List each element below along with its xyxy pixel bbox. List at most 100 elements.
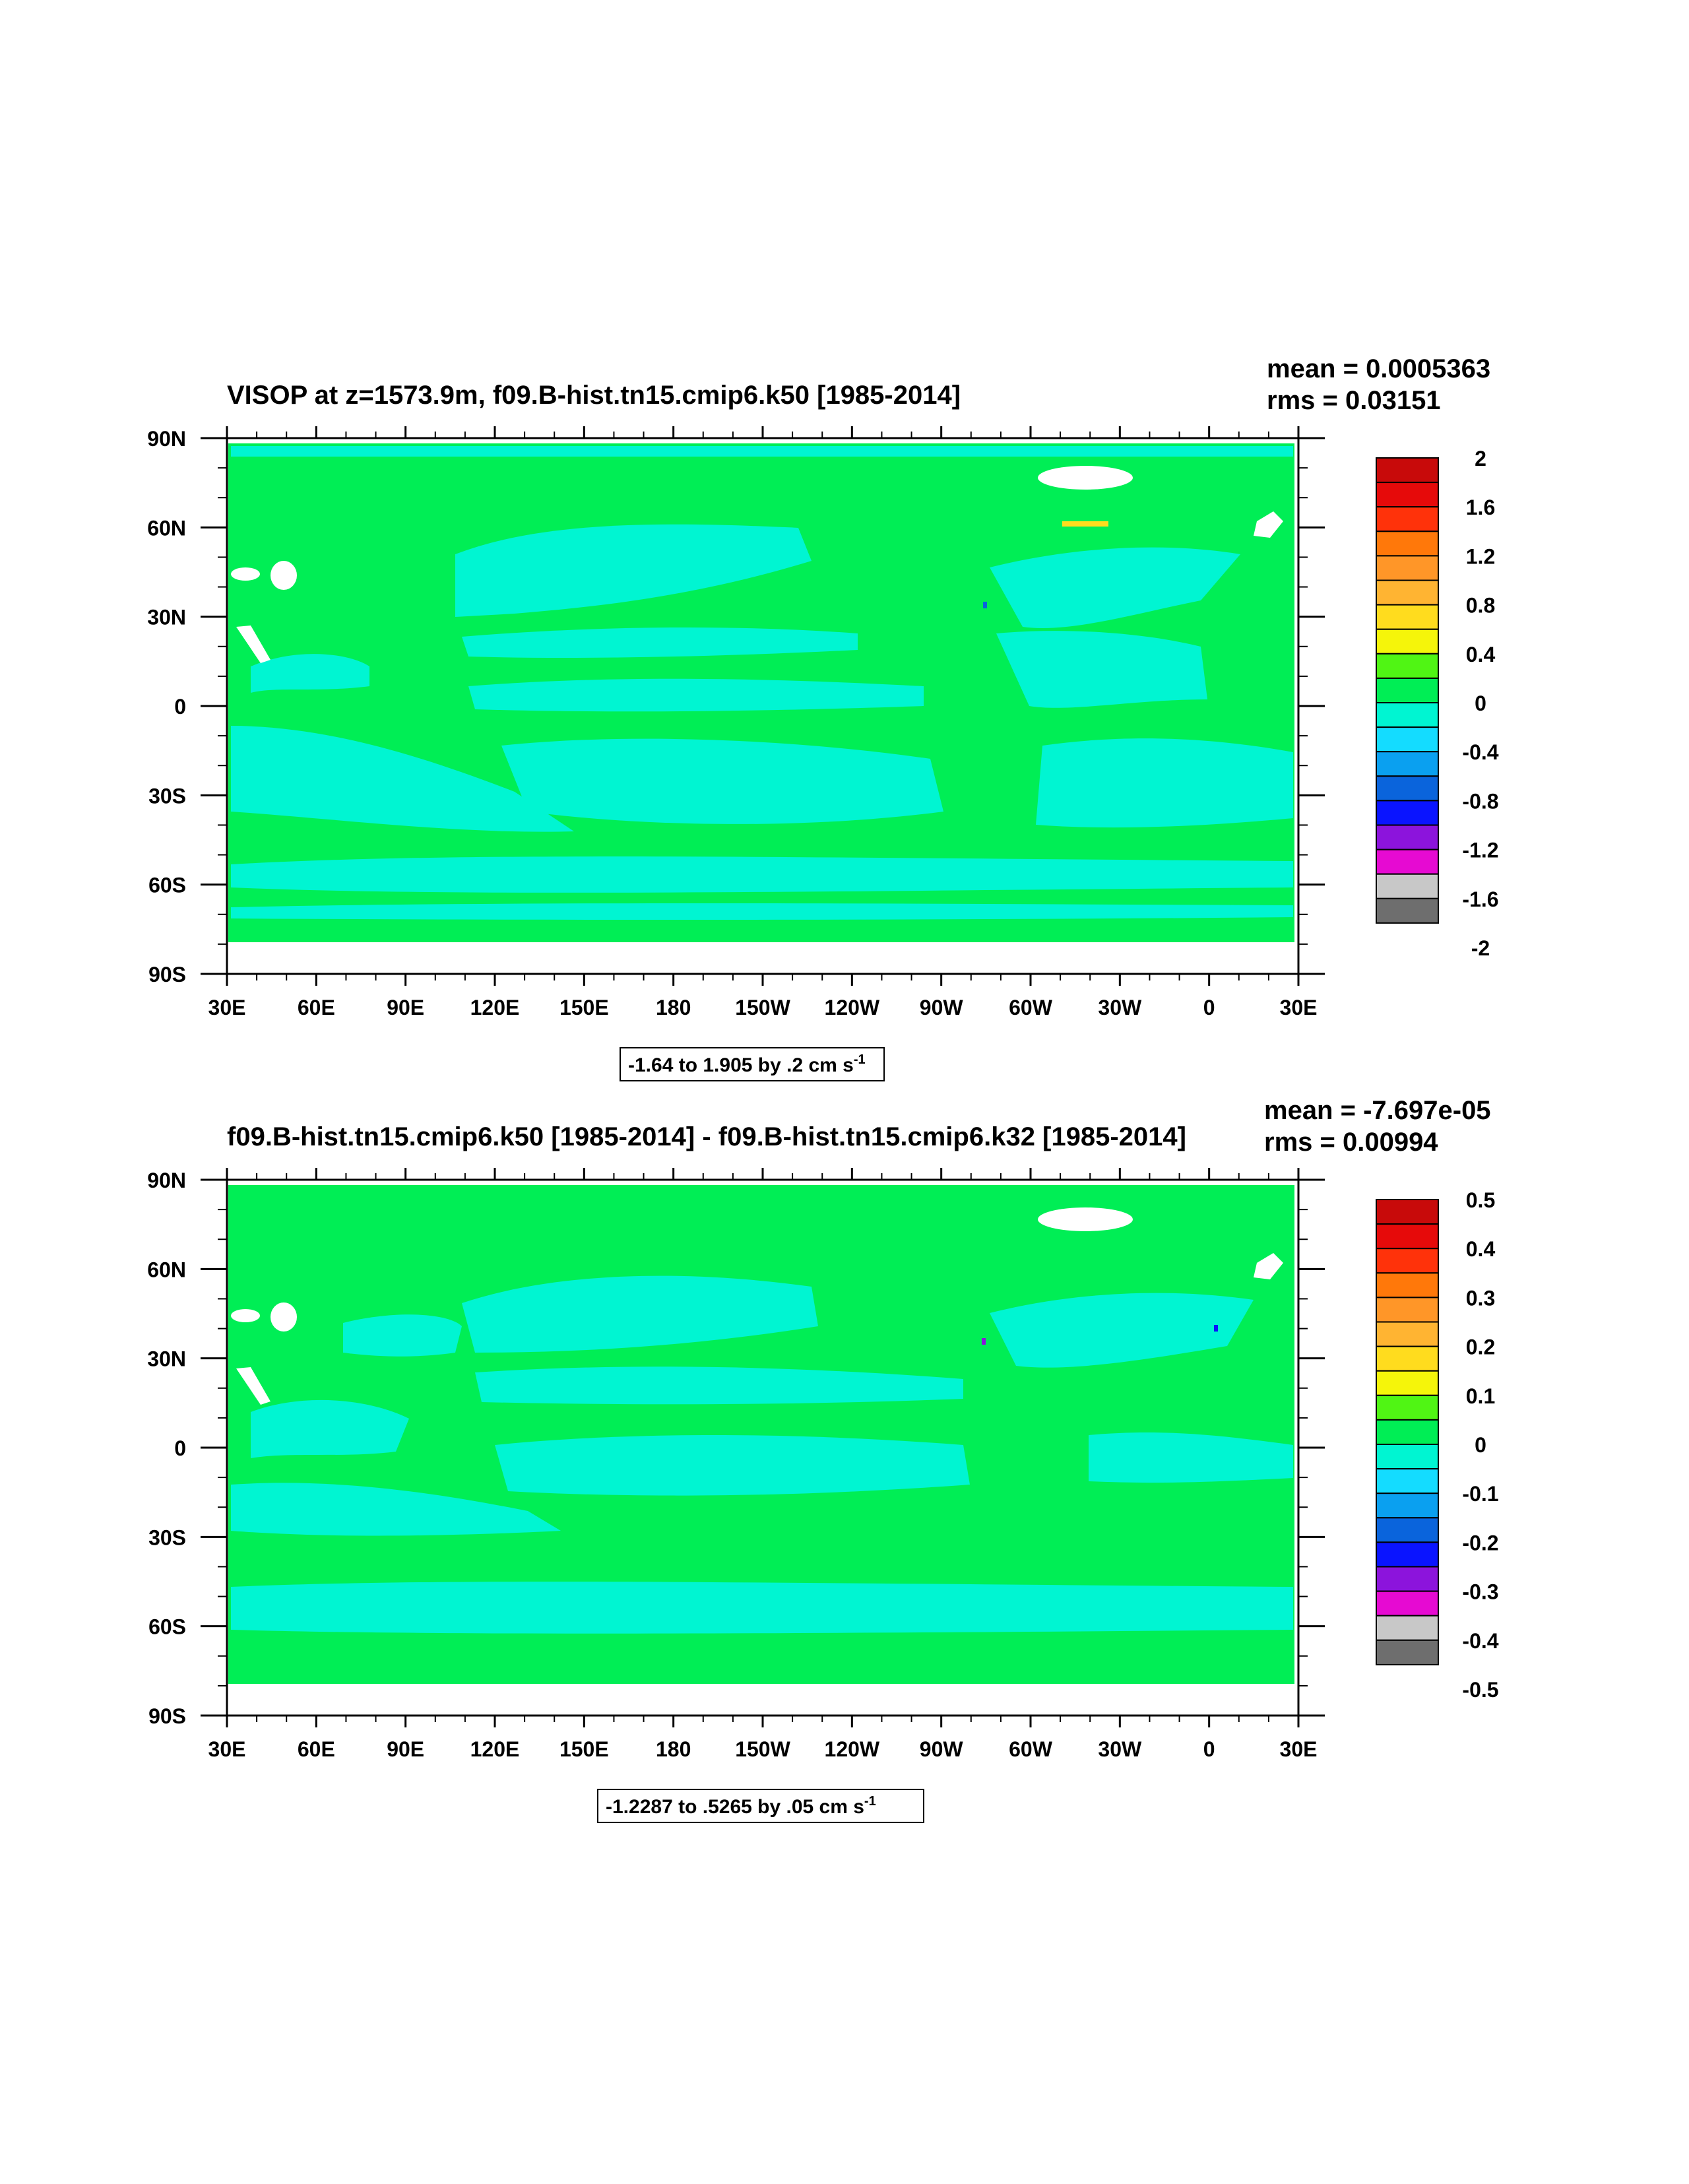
colorbar-swatch	[1376, 530, 1439, 557]
colorbar-label: 2	[1475, 447, 1486, 470]
x-tick-label: 30E	[1280, 996, 1318, 1019]
redsea-mask	[236, 1367, 271, 1405]
colorbar-label: -0.4	[1462, 1629, 1498, 1653]
x-tick-label: 120E	[470, 1737, 520, 1761]
colorbar-label: 0.3	[1466, 1286, 1495, 1310]
indian-eq	[251, 1399, 409, 1458]
southern-band	[231, 856, 1293, 893]
rms-stat: rms = 0.03151	[1267, 386, 1441, 415]
blacksea-mask	[231, 1309, 260, 1322]
indian-eq	[251, 654, 369, 693]
atl-eq	[996, 631, 1207, 708]
colorbar-swatch	[1376, 1590, 1439, 1617]
indian-south	[231, 726, 574, 832]
y-tick-label: 30N	[147, 606, 186, 629]
colorbar-swatch	[1376, 1639, 1439, 1665]
colorbar-swatch	[1376, 849, 1439, 875]
southern-band	[231, 1582, 1293, 1634]
npac-west	[343, 1314, 462, 1357]
colorbar-swatch	[1376, 1223, 1439, 1250]
colorbar-swatch	[1376, 1394, 1439, 1421]
colorbar-label: 0.8	[1466, 594, 1495, 618]
colorbar-label: -2	[1471, 936, 1490, 960]
natl-band	[990, 1293, 1254, 1368]
x-tick-label: 90E	[387, 996, 424, 1019]
x-tick-label: 30E	[208, 1737, 246, 1761]
anomaly-positive	[1062, 521, 1108, 527]
x-tick-label: 150E	[559, 1737, 609, 1761]
baltic-mask	[1254, 511, 1283, 538]
x-tick-label: 150W	[735, 1737, 790, 1761]
map-field	[227, 1180, 1298, 1716]
colorbar-swatch	[1376, 897, 1439, 924]
x-tick-label: 90E	[387, 1737, 424, 1761]
x-tick-label: 30W	[1098, 1737, 1142, 1761]
colorbar-swatch	[1376, 775, 1439, 802]
colorbar-label: -0.3	[1462, 1580, 1498, 1604]
eq-pac-north	[462, 627, 858, 658]
x-tick-label: 120W	[825, 996, 880, 1019]
colorbar-label: -0.2	[1462, 1531, 1498, 1555]
x-tick-label: 60W	[1009, 1737, 1053, 1761]
mean-stat: mean = -7.697e-05	[1264, 1096, 1491, 1125]
colorbar-swatch	[1376, 1517, 1439, 1543]
y-tick-label: 90N	[147, 427, 186, 451]
colorbar-swatch	[1376, 457, 1439, 484]
greenland-mask	[1038, 1207, 1133, 1231]
y-tick-label: 90S	[148, 963, 186, 986]
x-tick-label: 0	[1203, 1737, 1215, 1761]
x-tick-label: 150E	[559, 996, 609, 1019]
x-tick-label: 180	[656, 1737, 691, 1761]
colorbar-swatch	[1376, 677, 1439, 704]
colorbar-swatch	[1376, 1199, 1439, 1225]
colorbar-swatch	[1376, 1541, 1439, 1568]
colorbar-1: 2 1.6 1.2 0.8 0.4 0 -0.4 -0.8 -1.2 -1.6 -2	[1376, 447, 1499, 960]
colorbar-swatch	[1376, 751, 1439, 777]
colorbar-label: 0.4	[1466, 1237, 1496, 1261]
colorbar-swatch	[1376, 873, 1439, 899]
range-label: -1.2287 to .5265 by .05 cm s-1	[606, 1794, 876, 1818]
colorbar-swatch	[1376, 1468, 1439, 1494]
y-tick-label: 60S	[148, 1615, 186, 1639]
y-tick-label: 90N	[147, 1169, 186, 1192]
colorbar-swatch	[1376, 1444, 1439, 1470]
x-tick-label: 60E	[298, 1737, 335, 1761]
npac-band	[462, 1275, 818, 1353]
colorbar-label: -0.8	[1462, 789, 1498, 813]
chart-panel-2: f09.B-hist.tn15.cmip6.k50 [1985-2014] - …	[147, 1096, 1499, 1823]
colorbar-swatch	[1376, 1370, 1439, 1396]
colorbar-label: 0	[1475, 1433, 1486, 1457]
x-tick-label: 30E	[1280, 1737, 1318, 1761]
antarctica-mask	[228, 1684, 1294, 1716]
colorbar-swatch	[1376, 628, 1439, 655]
colorbar-label: -0.5	[1462, 1678, 1498, 1702]
antarctica-mask	[228, 942, 1294, 974]
caspian-mask	[271, 561, 297, 590]
colorbar-label: -1.6	[1462, 887, 1498, 911]
caspian-mask	[271, 1302, 297, 1332]
colorbar-swatch	[1376, 1297, 1439, 1323]
range-box	[597, 1789, 924, 1823]
range-box	[620, 1047, 885, 1081]
satl-band	[1089, 1432, 1293, 1483]
colorbar-swatch	[1376, 604, 1439, 630]
npac-band	[455, 524, 812, 617]
x-tick-label: 120W	[825, 1737, 880, 1761]
x-tick-label: 90W	[920, 1737, 964, 1761]
indian-south	[231, 1483, 561, 1536]
colorbar-swatch	[1376, 555, 1439, 581]
chart-title: f09.B-hist.tn15.cmip6.k50 [1985-2014] - …	[227, 1122, 1186, 1151]
colorbar-swatch	[1376, 1345, 1439, 1372]
x-tick-label: 30E	[208, 996, 246, 1019]
y-tick-label: 0	[174, 695, 186, 719]
y-tick-label: 60S	[148, 874, 186, 897]
blacksea-mask	[231, 567, 260, 581]
colorbar-swatch	[1376, 1321, 1439, 1347]
axes-1: 30E 60E 90E 120E 150E 180 150W 120W 90W 60W 30W 0 30…	[147, 426, 1325, 1019]
colorbar-label: 0.2	[1466, 1335, 1495, 1359]
colorbar-label: 1.6	[1466, 496, 1495, 519]
y-tick-label: 60N	[147, 1258, 186, 1281]
spac-band	[495, 1435, 970, 1496]
colorbar-swatch	[1376, 1272, 1439, 1299]
anomaly-negative	[983, 602, 987, 608]
